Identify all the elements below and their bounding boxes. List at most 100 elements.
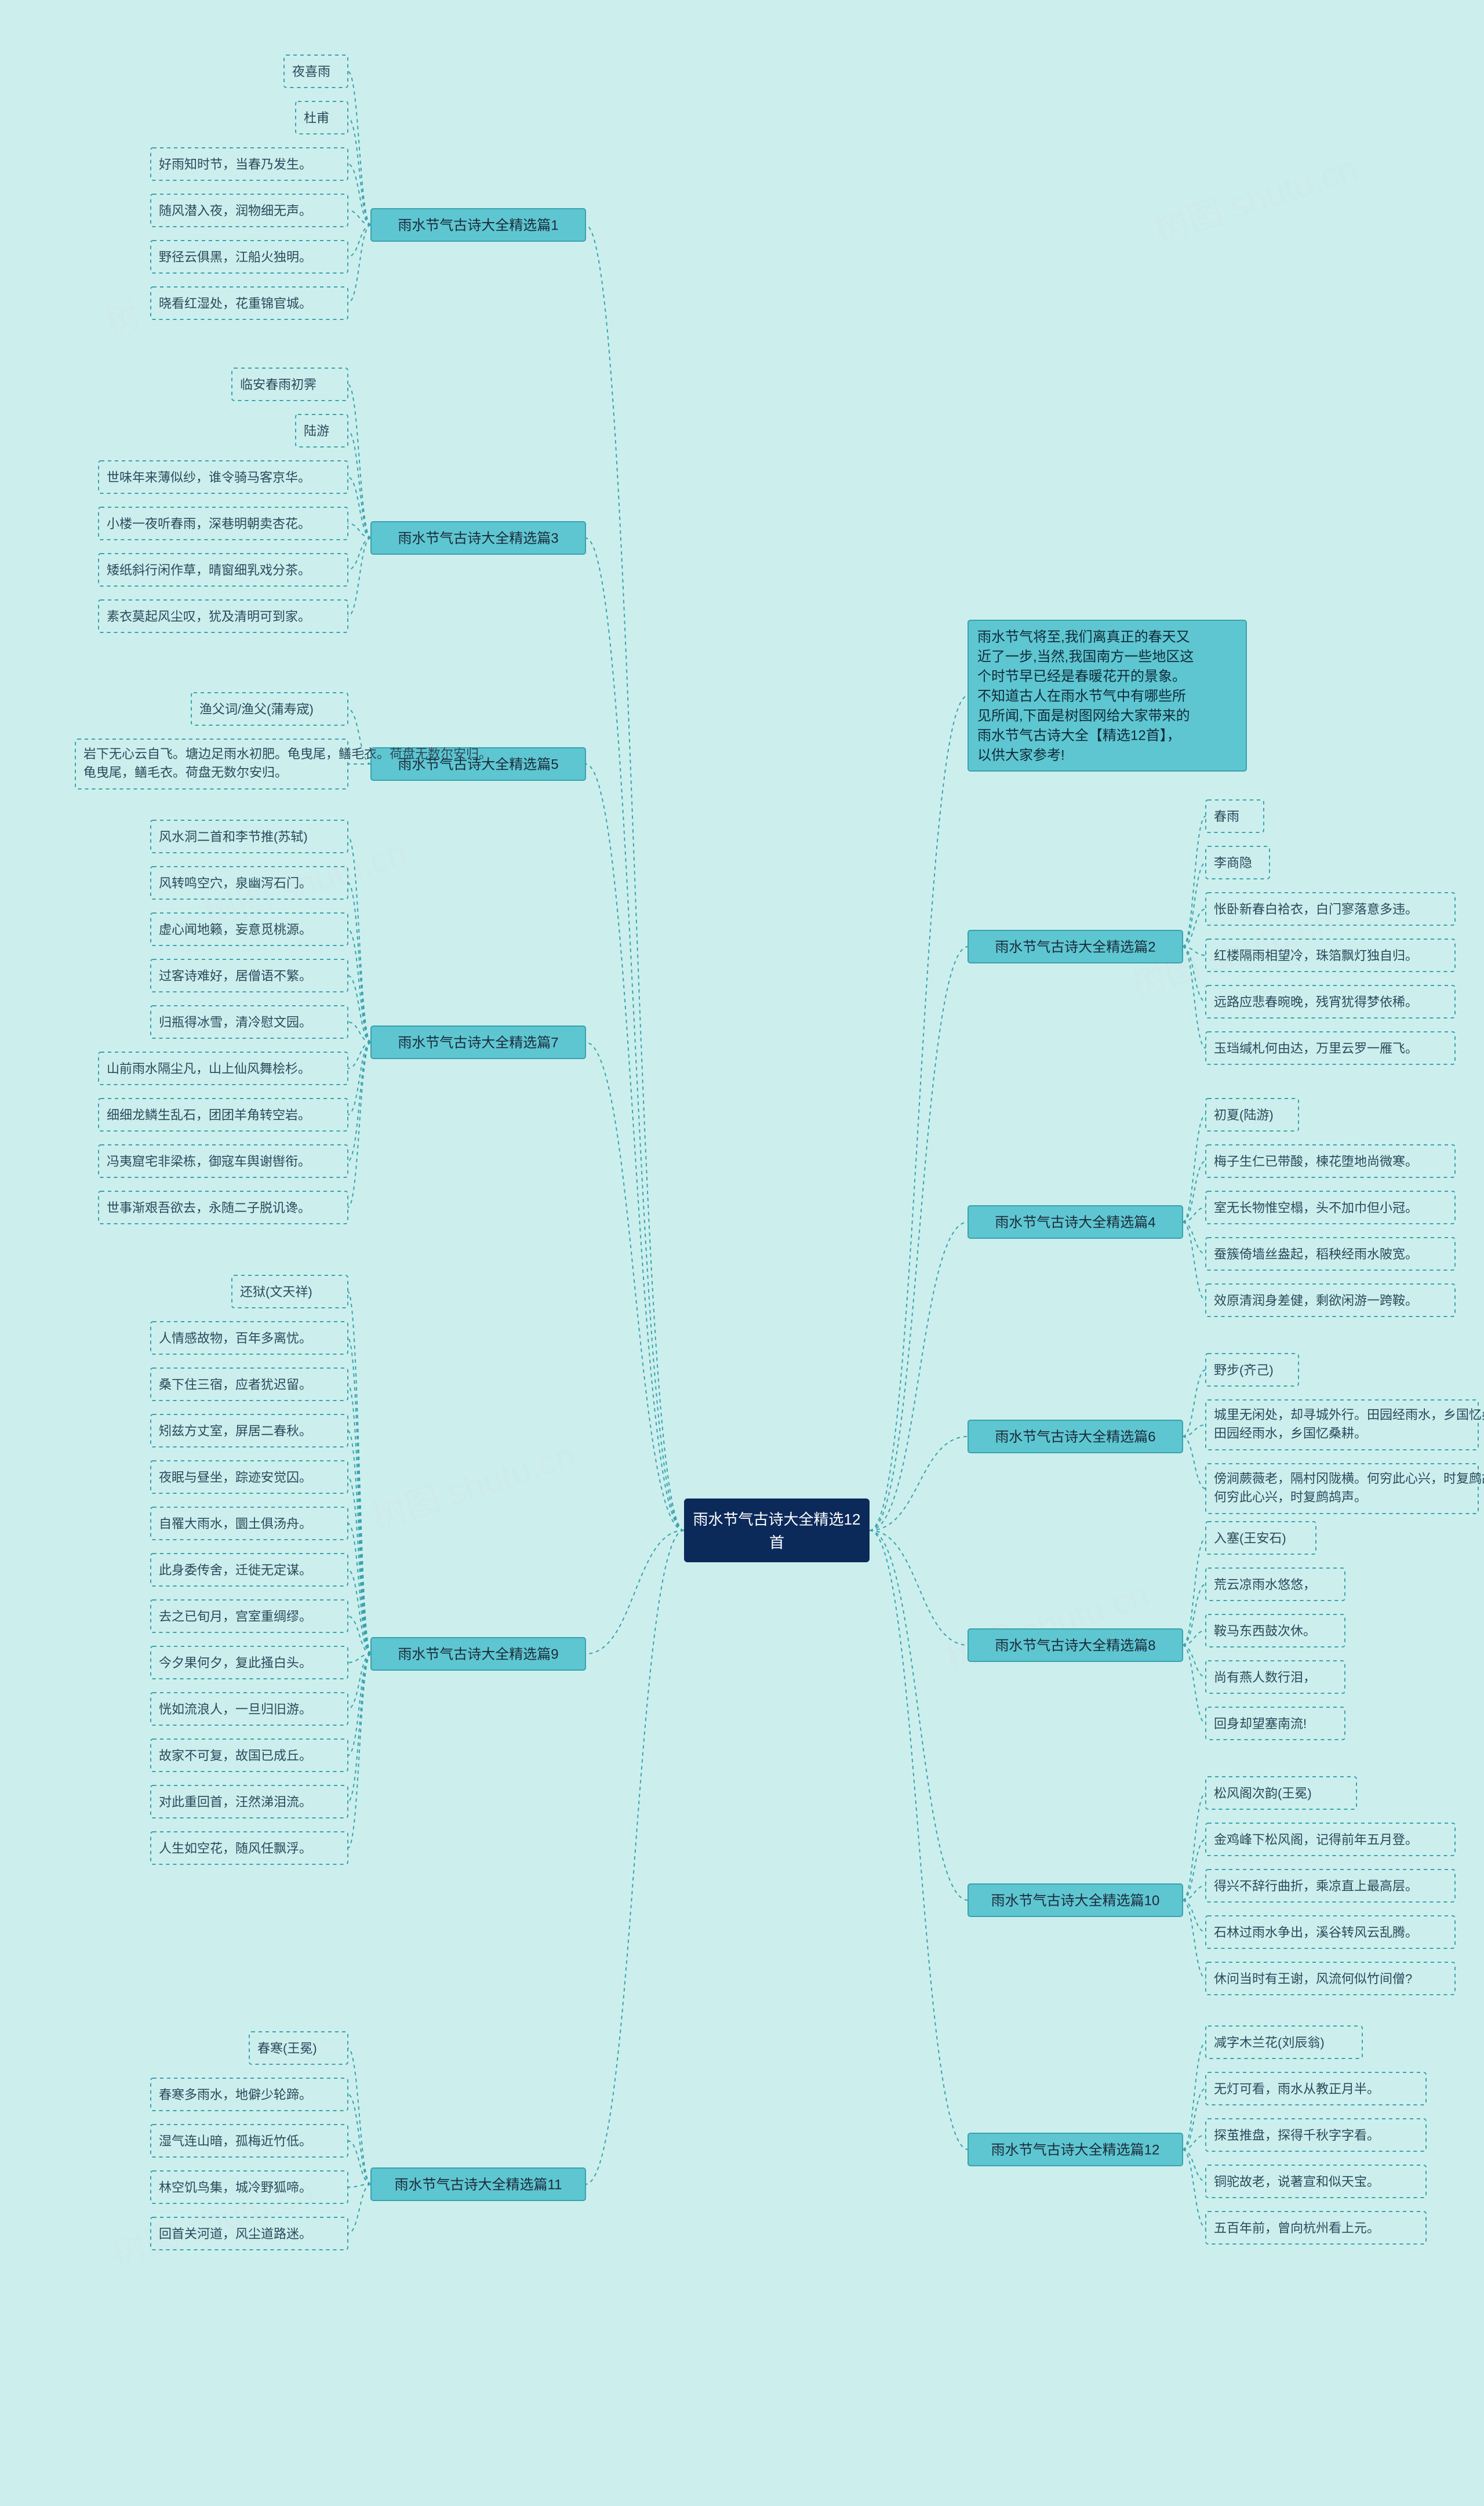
leaf-text: 回首关河道，风尘道路迷。 xyxy=(159,2227,312,2241)
branch-node: 雨水节气古诗大全精选篇1 xyxy=(371,209,585,241)
leaf-text: 渔父词/渔父(蒲寿宬) xyxy=(199,702,314,716)
leaf-node: 世味年来薄似纱，谁令骑马客京华。 xyxy=(99,461,348,493)
leaf-text: 休问当时有王谢，风流何似竹间僧? xyxy=(1214,1972,1412,1986)
intro-line: 见所闻,下面是树图网给大家带来的 xyxy=(977,708,1190,723)
leaf-text: 湿气连山暗，孤梅近竹低。 xyxy=(159,2134,312,2148)
center-title-line: 首 xyxy=(769,1534,784,1551)
leaf-text: 田园经雨水，乡国忆桑耕。 xyxy=(1214,1426,1367,1441)
leaf-node: 夜眠与昼坐，踪迹安觉囚。 xyxy=(151,1461,348,1493)
branch-node: 雨水节气古诗大全精选篇7 xyxy=(371,1026,585,1059)
leaf-node: 此身委传舍，迁徙无定谋。 xyxy=(151,1554,348,1586)
leaf-text: 无灯可看，雨水从教正月半。 xyxy=(1214,2082,1380,2096)
leaf-text: 李商隐 xyxy=(1214,856,1252,870)
intro-line: 雨水节气将至,我们离真正的春天又 xyxy=(977,629,1190,645)
leaf-text: 好雨知时节，当春乃发生。 xyxy=(159,157,312,172)
leaf-node: 春寒多雨水，地僻少轮蹄。 xyxy=(151,2078,348,2111)
center-node: 雨水节气古诗大全精选12 首 xyxy=(684,1498,870,1562)
leaf-text: 细细龙鳞生乱石，团团羊角转空岩。 xyxy=(107,1108,311,1122)
leaf-node: 回身却望塞南流! xyxy=(1206,1707,1345,1740)
leaf-node: 陆游 xyxy=(296,414,348,447)
leaf-text: 林空饥鸟集，城冷野狐啼。 xyxy=(159,2180,312,2195)
leaf-node: 冯夷窟宅非梁栋，御寇车舆谢辔衔。 xyxy=(99,1145,348,1177)
leaf-node: 远路应悲春晼晚，残宵犹得梦依稀。 xyxy=(1206,985,1455,1018)
leaf-text: 效原清润身差健，剩欲闲游一跨鞍。 xyxy=(1214,1293,1418,1308)
leaf-text: 减字木兰花(刘辰翁) xyxy=(1214,2035,1325,2050)
leaf-node: 好雨知时节，当春乃发生。 xyxy=(151,148,348,180)
leaf-text: 蚕簇倚墙丝盎起，稻秧经雨水陂宽。 xyxy=(1214,1247,1418,1261)
branch-label: 雨水节气古诗大全精选篇12 xyxy=(991,2142,1160,2158)
center-title-line: 雨水节气古诗大全精选12 xyxy=(693,1511,861,1528)
leaf-text: 怅卧新春白袷衣，白门寥落意多违。 xyxy=(1214,902,1418,916)
leaf-text: 临安春雨初霁 xyxy=(240,377,317,392)
intro-line: 近了一步,当然,我国南方一些地区这 xyxy=(977,649,1194,664)
leaf-text: 故家不可复，故国已成丘。 xyxy=(159,1748,312,1763)
leaf-node: 人情感故物，百年多离忧。 xyxy=(151,1322,348,1354)
leaf-node: 杜甫 xyxy=(296,101,348,134)
leaf-text: 风水洞二首和李节推(苏轼) xyxy=(159,830,308,844)
branch-node: 雨水节气古诗大全精选篇3 xyxy=(371,522,585,554)
leaf-node: 细细龙鳞生乱石，团团羊角转空岩。 xyxy=(99,1099,348,1131)
leaf-node: 对此重回首，汪然涕泪流。 xyxy=(151,1785,348,1818)
leaf-node: 去之已旬月，宫室重绸缪。 xyxy=(151,1600,348,1632)
leaf-text: 世事渐艰吾欲去，永随二子脱讥谗。 xyxy=(107,1201,311,1215)
leaf-text: 得兴不辞行曲折，乘凉直上最高层。 xyxy=(1214,1879,1418,1893)
leaf-text: 此身委传舍，迁徙无定谋。 xyxy=(159,1563,312,1577)
leaf-text: 松风阁次韵(王冕) xyxy=(1214,1786,1312,1801)
leaf-node: 湿气连山暗，孤梅近竹低。 xyxy=(151,2125,348,2157)
leaf-text: 傍涧蕨薇老，隔村冈陇横。何穷此心兴，时复鹧鸪声。 xyxy=(1214,1471,1484,1486)
leaf-node: 探茧推盘，探得千秋字字看。 xyxy=(1206,2119,1426,2151)
leaf-text: 晓看红湿处，花重锦官城。 xyxy=(159,296,312,311)
leaf-text: 回身却望塞南流! xyxy=(1214,1716,1307,1731)
leaf-node: 室无长物惟空榻，头不加巾但小冠。 xyxy=(1206,1191,1455,1224)
branch-node: 雨水节气古诗大全精选篇10 xyxy=(968,1884,1183,1916)
leaf-node: 小楼一夜听春雨，深巷明朝卖杏花。 xyxy=(99,507,348,540)
leaf-node: 城里无闲处，却寻城外行。田园经雨水，乡国忆桑耕。田园经雨水，乡国忆桑耕。 xyxy=(1206,1400,1484,1450)
leaf-text: 对此重回首，汪然涕泪流。 xyxy=(159,1795,312,1809)
branch-node: 雨水节气古诗大全精选篇2 xyxy=(968,930,1183,963)
leaf-node: 随风潜入夜，润物细无声。 xyxy=(151,194,348,227)
branch-label: 雨水节气古诗大全精选篇3 xyxy=(398,530,558,546)
leaf-text: 今夕果何夕，复此搔白头。 xyxy=(159,1656,312,1670)
branch-label: 雨水节气古诗大全精选篇1 xyxy=(398,217,558,233)
leaf-text: 何穷此心兴，时复鹧鸪声。 xyxy=(1214,1490,1367,1504)
leaf-node: 归瓶得冰雪，清冷慰文园。 xyxy=(151,1006,348,1038)
branch-label: 雨水节气古诗大全精选篇9 xyxy=(398,1646,558,1662)
leaf-node: 尚有燕人数行泪， xyxy=(1206,1661,1345,1693)
leaf-node: 矮纸斜行闲作草，晴窗细乳戏分茶。 xyxy=(99,554,348,586)
leaf-text: 野步(齐己) xyxy=(1214,1363,1274,1377)
branch-label: 雨水节气古诗大全精选篇8 xyxy=(995,1638,1155,1653)
leaf-node: 临安春雨初霁 xyxy=(232,368,348,401)
leaf-node: 自罹大雨水，圜土俱汤舟。 xyxy=(151,1507,348,1540)
branch-label: 雨水节气古诗大全精选篇7 xyxy=(398,1035,558,1050)
leaf-node: 效原清润身差健，剩欲闲游一跨鞍。 xyxy=(1206,1284,1455,1316)
leaf-text: 素衣莫起风尘叹，犹及清明可到家。 xyxy=(107,609,311,624)
branch-label: 雨水节气古诗大全精选篇4 xyxy=(995,1214,1155,1230)
leaf-text: 红楼隔雨相望冷，珠箔飘灯独自归。 xyxy=(1214,948,1418,963)
leaf-node: 减字木兰花(刘辰翁) xyxy=(1206,2026,1362,2058)
leaf-text: 世味年来薄似纱，谁令骑马客京华。 xyxy=(107,470,311,485)
leaf-text: 夜喜雨 xyxy=(292,64,330,79)
leaf-node: 入塞(王安石) xyxy=(1206,1522,1316,1554)
leaf-text: 龟曳尾，鳝毛衣。荷盘无数尔安归。 xyxy=(83,765,288,780)
svg-text:树图 shutu.cn: 树图 shutu.cn xyxy=(1150,148,1362,250)
leaf-text: 恍如流浪人，一旦归旧游。 xyxy=(159,1702,312,1716)
leaf-node: 夜喜雨 xyxy=(284,55,348,88)
leaf-node: 世事渐艰吾欲去，永随二子脱讥谗。 xyxy=(99,1191,348,1224)
leaf-text: 矧兹方丈室，屏居二春秋。 xyxy=(159,1424,312,1438)
leaf-text: 桑下住三宿，应者犹迟留。 xyxy=(159,1377,312,1392)
leaf-node: 春寒(王冕) xyxy=(249,2032,348,2064)
intro-line: 个时节早已经是春暖花开的景象。 xyxy=(977,668,1186,684)
leaf-text: 陆游 xyxy=(304,424,329,438)
leaf-node: 石林过雨水争出，溪谷转风云乱腾。 xyxy=(1206,1916,1455,1948)
leaf-node: 山前雨水隔尘凡，山上仙风舞桧杉。 xyxy=(99,1052,348,1085)
leaf-text: 夜眠与昼坐，踪迹安觉囚。 xyxy=(159,1470,312,1485)
leaf-text: 室无长物惟空榻，头不加巾但小冠。 xyxy=(1214,1201,1418,1215)
branch-node: 雨水节气古诗大全精选篇4 xyxy=(968,1206,1183,1238)
intro-box: 雨水节气将至,我们离真正的春天又近了一步,当然,我国南方一些地区这个时节早已经是… xyxy=(968,620,1246,771)
leaf-text: 岩下无心云自飞。塘边足雨水初肥。龟曳尾，鳝毛衣。荷盘无数尔安归。 xyxy=(83,747,492,761)
leaf-text: 人生如空花，随风任飘浮。 xyxy=(159,1841,312,1856)
leaf-node: 梅子生仁已带酸，楝花堕地尚微寒。 xyxy=(1206,1145,1455,1177)
leaf-node: 渔父词/渔父(蒲寿宬) xyxy=(191,693,348,725)
leaf-node: 春雨 xyxy=(1206,800,1264,832)
leaf-text: 城里无闲处，却寻城外行。田园经雨水，乡国忆桑耕。 xyxy=(1214,1407,1484,1422)
